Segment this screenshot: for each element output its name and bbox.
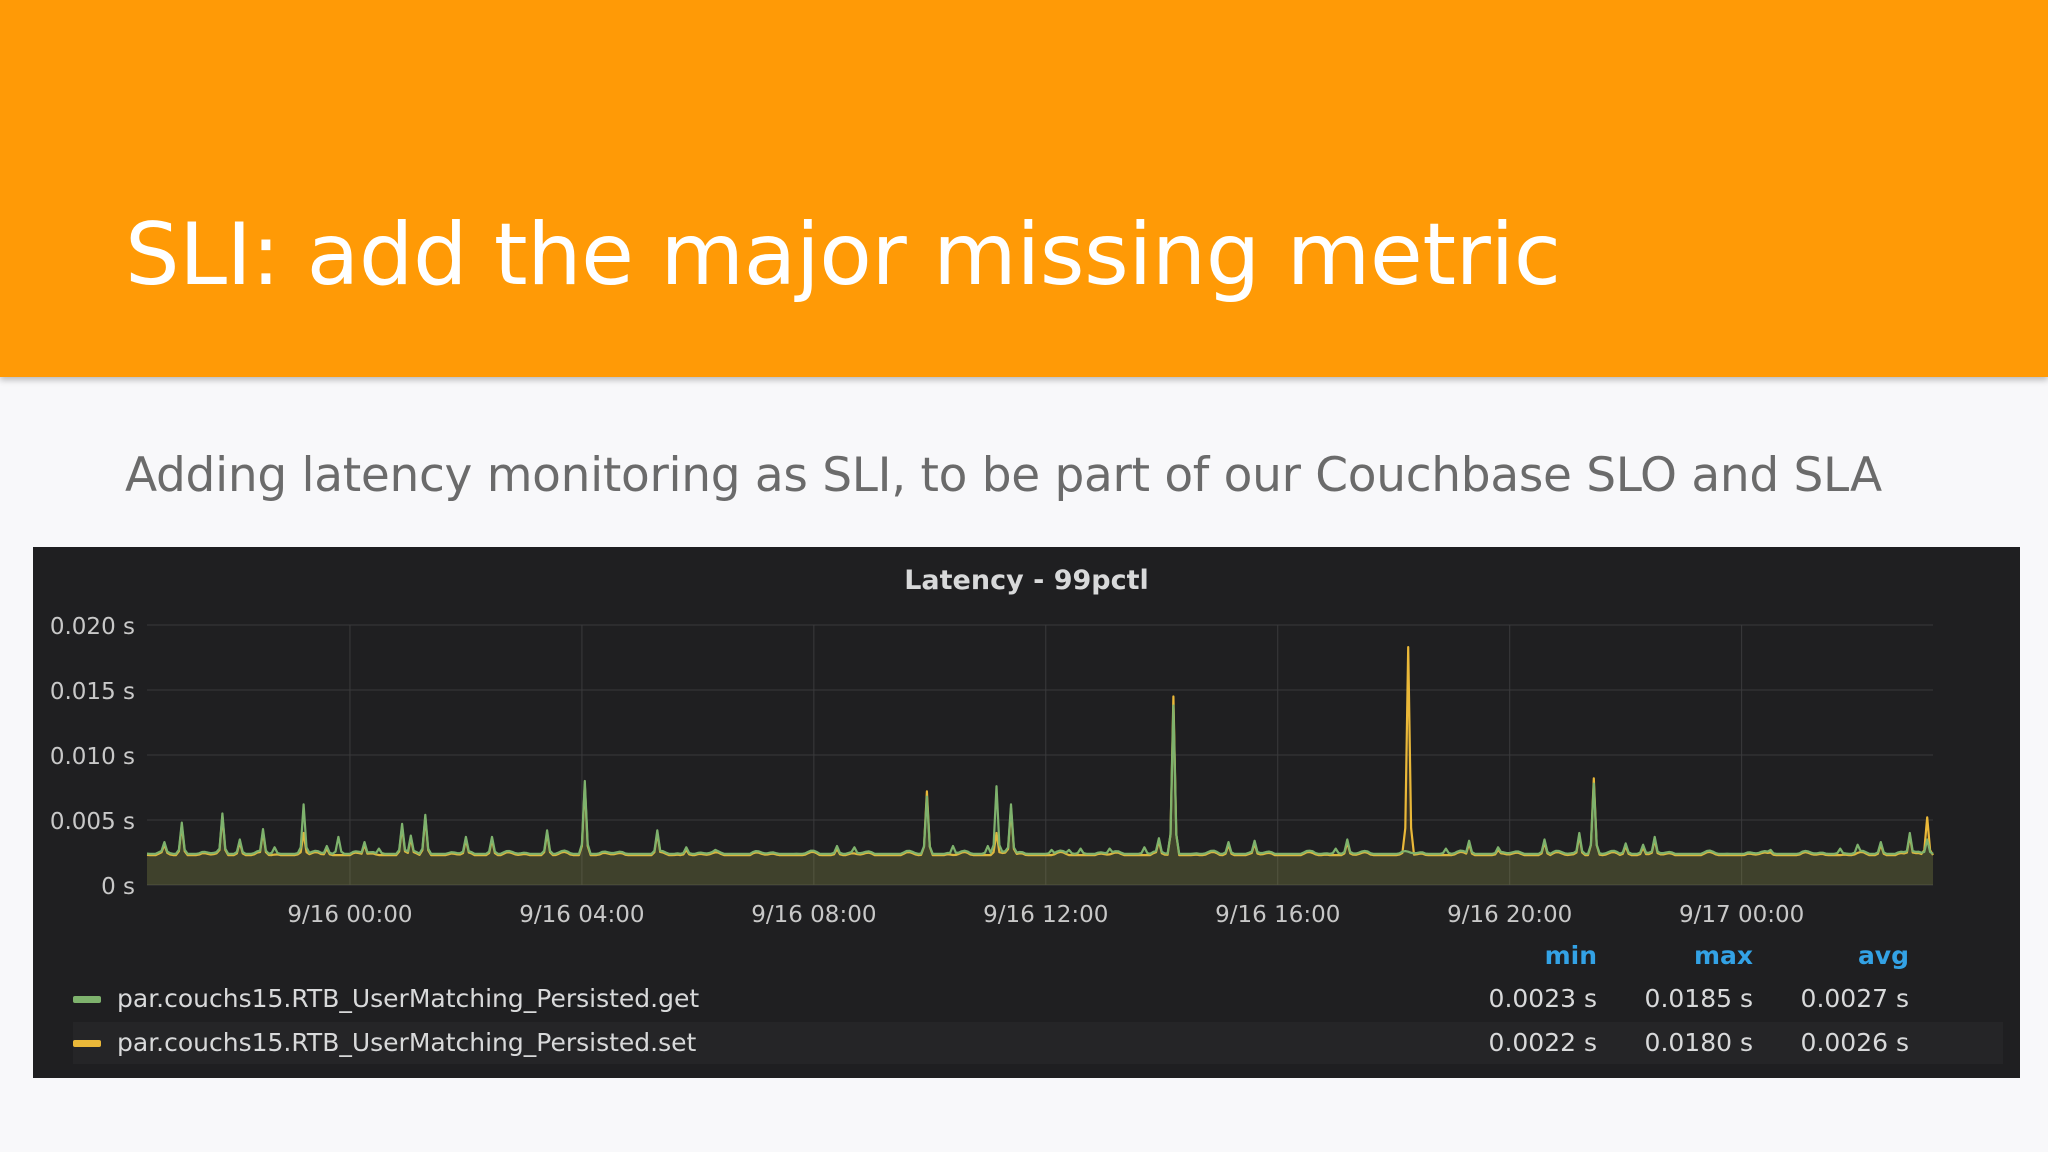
chart-title: Latency - 99pctl	[904, 565, 1149, 596]
slide-title: SLI: add the major missing metric	[125, 205, 1561, 305]
x-tick-label: 9/16 04:00	[519, 902, 644, 927]
series-set-max: 0.0180 s	[1644, 1028, 1753, 1057]
series-get-avg: 0.0027 s	[1800, 984, 1909, 1013]
x-tick-label: 9/16 12:00	[983, 902, 1108, 927]
legend-header-min[interactable]: min	[1544, 941, 1597, 970]
series-get-min: 0.0023 s	[1488, 984, 1597, 1013]
series-set-swatch[interactable]	[73, 1040, 101, 1047]
legend-header-max[interactable]: max	[1693, 941, 1753, 970]
series-area-get	[147, 705, 1933, 885]
series-set-min: 0.0022 s	[1488, 1028, 1597, 1057]
slide-header: SLI: add the major missing metric	[0, 0, 2048, 377]
series-area-set	[147, 647, 1933, 885]
series-set-avg: 0.0026 s	[1800, 1028, 1909, 1057]
x-tick-label: 9/16 16:00	[1215, 902, 1340, 927]
legend-header-avg[interactable]: avg	[1857, 941, 1909, 970]
x-tick-label: 9/16 08:00	[751, 902, 876, 927]
series-get-swatch[interactable]	[73, 996, 101, 1003]
latency-chart-panel: Latency - 99pctl 0.020 s 0.015 s 0.010 s 0.…	[33, 547, 2020, 1078]
legend-row-get[interactable]: par.couchs15.RTB_UserMatching_Persisted.…	[73, 978, 2003, 1020]
y-tick-label: 0.010 s	[50, 744, 135, 770]
x-tick-label: 9/16 20:00	[1447, 902, 1572, 927]
series-line-get	[146, 704, 1934, 855]
series-line-set	[146, 646, 1934, 857]
x-tick-label: 9/17 00:00	[1679, 902, 1804, 927]
slide-subtitle: Adding latency monitoring as SLI, to be …	[125, 448, 1882, 503]
series-get-max: 0.0185 s	[1644, 984, 1753, 1013]
latency-chart: 0.020 s 0.015 s 0.010 s 0.005 s 0 s 9/16 00:0…	[50, 614, 1934, 927]
y-tick-label: 0.020 s	[50, 614, 135, 640]
y-tick-label: 0.005 s	[50, 809, 135, 835]
series-get-name[interactable]: par.couchs15.RTB_UserMatching_Persisted.…	[117, 984, 700, 1013]
y-tick-label: 0 s	[101, 874, 135, 900]
series-set-name[interactable]: par.couchs15.RTB_UserMatching_Persisted.…	[117, 1028, 697, 1057]
x-tick-label: 9/16 00:00	[287, 902, 412, 927]
y-tick-label: 0.015 s	[50, 679, 135, 705]
legend-row-set[interactable]: par.couchs15.RTB_UserMatching_Persisted.…	[73, 1022, 2003, 1064]
